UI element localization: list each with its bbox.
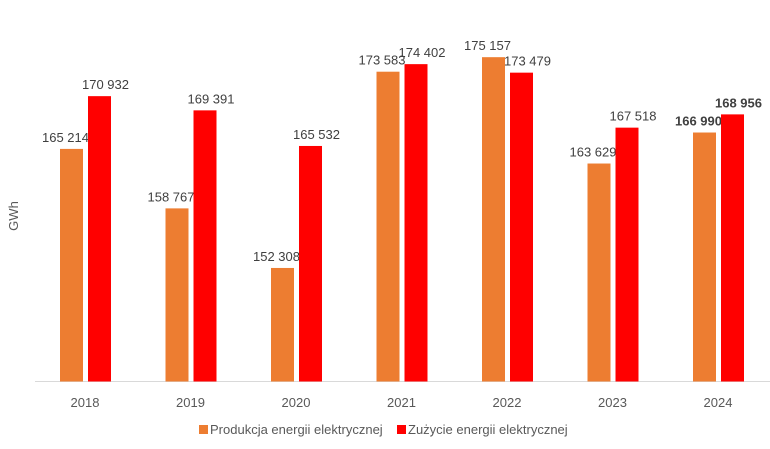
legend-label-zuzycie: Zużycie energii elektrycznej xyxy=(408,422,568,437)
bar-2023-produkcja xyxy=(587,163,611,382)
bar-2021-produkcja xyxy=(376,71,400,382)
bar-2022-produkcja xyxy=(482,57,505,382)
bar-2024-zuzycie xyxy=(721,114,744,382)
data-label: 170 932 xyxy=(82,77,129,92)
bar-2022-zuzycie xyxy=(510,72,533,382)
legend-label-produkcja: Produkcja energii elektrycznej xyxy=(210,422,383,437)
y-axis-label: GWh xyxy=(6,201,21,231)
data-label: 173 583 xyxy=(359,53,406,68)
bar-2020-produkcja xyxy=(271,267,294,382)
legend-swatch-zuzycie xyxy=(397,425,406,434)
x-tick-label: 2021 xyxy=(387,395,416,410)
data-label: 169 391 xyxy=(188,91,235,106)
legend: Produkcja energii elektrycznej Zużycie e… xyxy=(199,422,568,437)
data-label: 168 956 xyxy=(715,95,762,110)
x-tick-label: 2022 xyxy=(493,395,522,410)
data-label: 175 157 xyxy=(464,38,511,53)
bar-2019-zuzycie xyxy=(193,110,217,382)
data-label: 173 479 xyxy=(504,54,551,69)
data-label: 167 518 xyxy=(610,109,657,124)
data-label: 166 990 xyxy=(675,114,722,129)
bar-2019-produkcja xyxy=(165,208,189,382)
x-tick-label: 2024 xyxy=(704,395,733,410)
x-tick-label: 2018 xyxy=(71,395,100,410)
data-label: 165 532 xyxy=(293,127,340,142)
data-label: 165 214 xyxy=(42,130,89,145)
bar-2024-produkcja xyxy=(693,132,716,382)
bar-2021-zuzycie xyxy=(404,64,428,382)
data-label: 158 767 xyxy=(148,189,195,204)
data-label: 152 308 xyxy=(253,249,300,264)
data-label: 163 629 xyxy=(570,145,617,160)
bar-2020-zuzycie xyxy=(299,145,322,382)
bar-2018-zuzycie xyxy=(88,96,111,382)
data-label: 174 402 xyxy=(399,45,446,60)
legend-swatch-produkcja xyxy=(199,425,208,434)
x-tick-label: 2020 xyxy=(282,395,311,410)
x-tick-label: 2023 xyxy=(598,395,627,410)
x-tick-label: 2019 xyxy=(176,395,205,410)
bar-2023-zuzycie xyxy=(615,127,639,382)
bar-2018-produkcja xyxy=(60,148,83,382)
